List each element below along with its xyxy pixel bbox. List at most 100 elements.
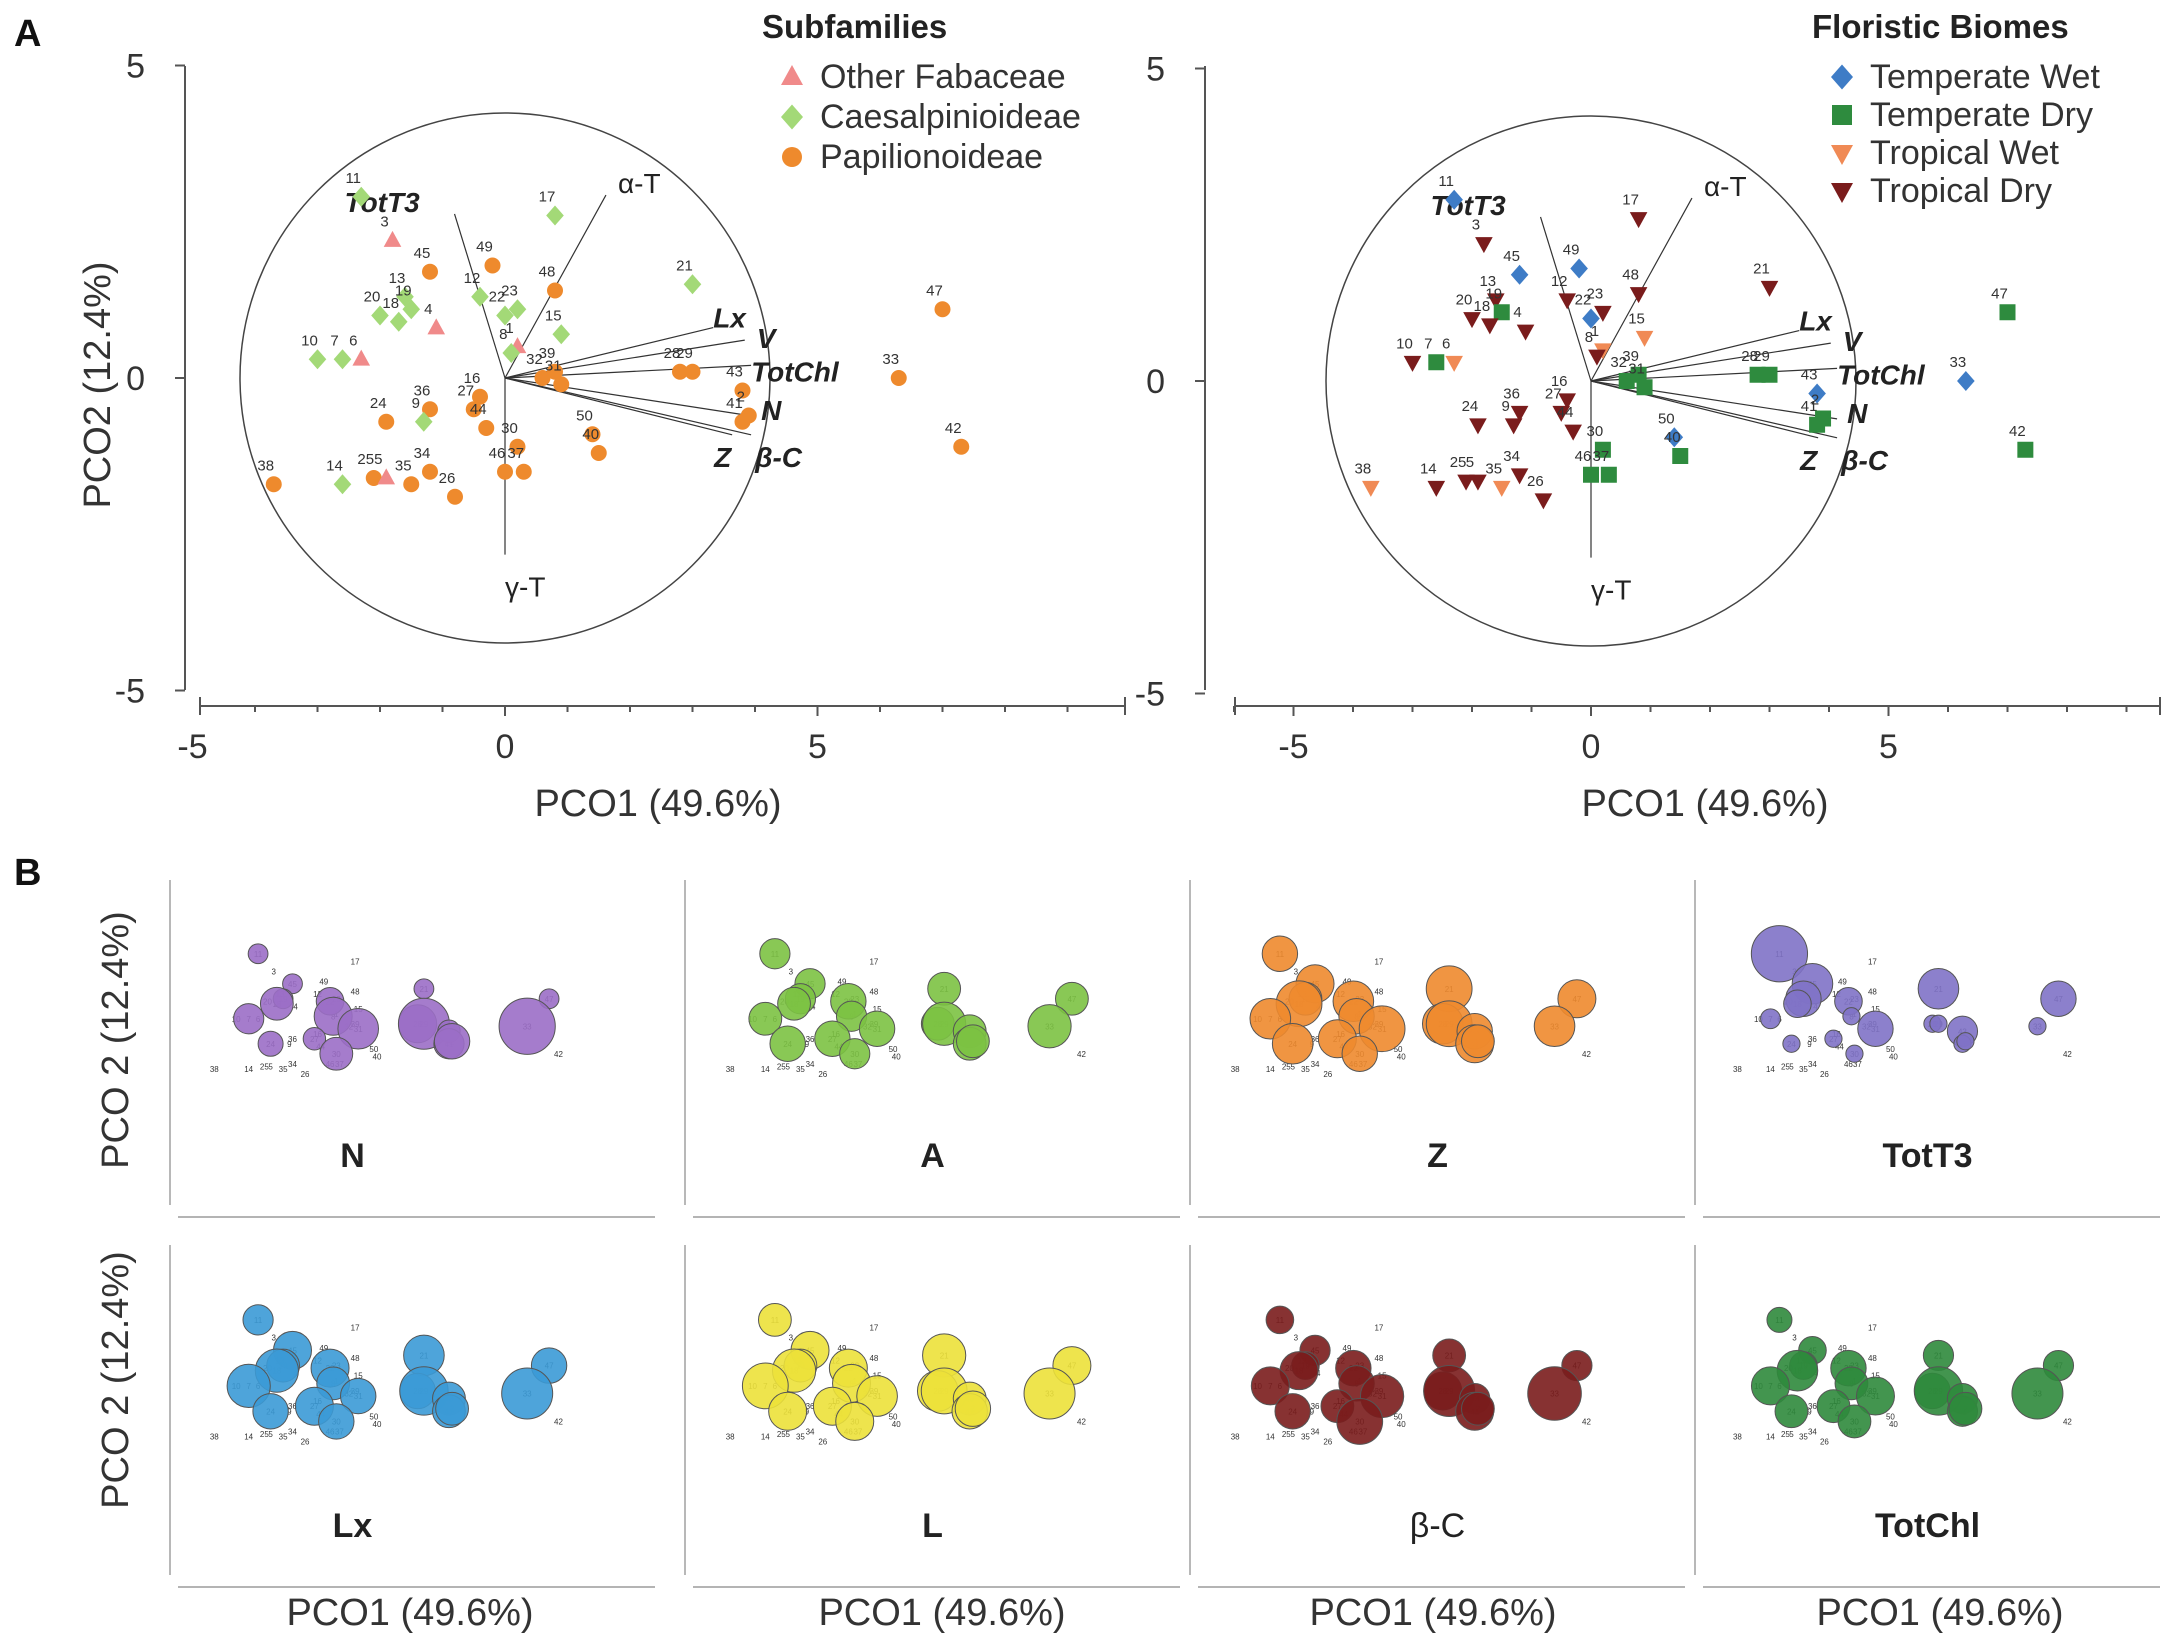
bubble bbox=[1774, 1394, 1809, 1429]
vector-label: γ-T bbox=[505, 572, 545, 603]
bubble-point-label: 35 bbox=[279, 1433, 288, 1442]
bubble bbox=[1336, 1398, 1384, 1445]
point-label: 39 bbox=[1622, 348, 1639, 365]
bubble bbox=[1527, 1366, 1582, 1421]
bubble-point-label: 36 bbox=[1808, 1035, 1817, 1044]
bubble bbox=[1750, 1366, 1790, 1406]
point-label: 21 bbox=[1753, 260, 1770, 277]
x-tick-label: 5 bbox=[808, 728, 827, 766]
x-tick-label: 0 bbox=[496, 728, 515, 766]
point-label: 11 bbox=[345, 170, 361, 187]
bubble-point-label: 38 bbox=[1231, 1065, 1240, 1074]
vector-label: Z bbox=[1799, 445, 1818, 476]
point-label: 42 bbox=[945, 420, 962, 437]
vector-line bbox=[1590, 329, 1800, 382]
bubble-point-label: 35 bbox=[1301, 1433, 1310, 1442]
panel-label-a: A bbox=[14, 13, 41, 55]
point-marker bbox=[890, 370, 907, 386]
bubble-point-label: 26 bbox=[1820, 1070, 1829, 1079]
bubble bbox=[1054, 981, 1089, 1016]
point-marker bbox=[1481, 318, 1499, 335]
bubble-point-label: 34 bbox=[1311, 1060, 1320, 1069]
bubble-point-label: 36 bbox=[1311, 1402, 1320, 1411]
bubble-point-label: 50 bbox=[1394, 1045, 1403, 1054]
point-label: 4 bbox=[424, 301, 432, 318]
point-label: 17 bbox=[539, 189, 556, 206]
bubble-point-label: 40 bbox=[892, 1052, 901, 1061]
point-label: 28 bbox=[664, 345, 681, 362]
point-label: 21 bbox=[676, 257, 693, 274]
bubble-point-label: 5 bbox=[1789, 1062, 1794, 1071]
bubble-point-label: 3 bbox=[1294, 967, 1299, 976]
bubble-point-label: 17 bbox=[351, 957, 360, 966]
correlation-circle bbox=[239, 112, 771, 644]
point-label: 27 bbox=[457, 382, 474, 399]
vector-label: TotT3 bbox=[1431, 190, 1507, 221]
bubble-plot-6: 1131745492147132019124822234181510761828… bbox=[684, 1245, 1180, 1588]
bubble-point-label: 26 bbox=[1820, 1438, 1829, 1447]
bubble-point-label: 40 bbox=[373, 1420, 382, 1429]
point-marker bbox=[553, 376, 570, 393]
bubble-plots-grid: PCO 2 (12.4%) PCO 2 (12.4%) PCO1 (49.6%)… bbox=[95, 880, 2160, 1633]
point-marker bbox=[403, 476, 420, 493]
bubble bbox=[498, 997, 556, 1055]
bubble bbox=[1782, 1034, 1801, 1053]
bubble-point-label: 3 bbox=[1792, 1334, 1797, 1343]
bubble-point-label: 34 bbox=[1808, 1060, 1817, 1069]
point-label: 49 bbox=[1563, 242, 1580, 259]
bubble-point-label: 49 bbox=[1838, 977, 1847, 986]
bubble-plot-1: 1131745492147132019124822234181510761828… bbox=[169, 880, 655, 1218]
subfamilies-xlabel: PCO1 (49.6%) bbox=[534, 783, 781, 825]
bubble bbox=[1460, 1024, 1495, 1059]
vector-label: N bbox=[761, 395, 782, 426]
bubble-point-label: 49 bbox=[838, 1344, 847, 1353]
point-label: 29 bbox=[676, 345, 693, 362]
bubble-point-label: 42 bbox=[2063, 1050, 2072, 1059]
legend-entry: Temperate Dry bbox=[1870, 96, 2093, 134]
bubble-point-label: 14 bbox=[761, 1065, 770, 1074]
bubble bbox=[1250, 1366, 1290, 1406]
bubble bbox=[1265, 1305, 1295, 1335]
point-marker bbox=[1510, 264, 1529, 285]
point-label: 48 bbox=[539, 264, 556, 281]
bubble-point-label: 38 bbox=[210, 1065, 219, 1074]
bubble-point-label: 17 bbox=[1374, 957, 1383, 966]
bubble-point-label: 48 bbox=[1374, 1354, 1383, 1363]
point-marker bbox=[497, 463, 513, 480]
bubble-point-label: 25 bbox=[777, 1062, 786, 1071]
point-marker bbox=[534, 370, 551, 386]
bubble-point-label: 17 bbox=[869, 957, 878, 966]
bubble-point-label: 9 bbox=[287, 1040, 292, 1049]
point-label: 14 bbox=[326, 457, 343, 474]
bubble-point-label: 38 bbox=[1231, 1433, 1240, 1442]
legend-marker bbox=[781, 104, 803, 130]
bubble bbox=[1460, 1391, 1495, 1426]
point-marker bbox=[1428, 354, 1445, 371]
point-label: 43 bbox=[726, 364, 743, 381]
legend-entry: Temperate Wet bbox=[1870, 58, 2100, 96]
point-label: 34 bbox=[1503, 448, 1520, 465]
bubble bbox=[501, 1367, 554, 1420]
point-label: 31 bbox=[1628, 360, 1645, 377]
bubble-point-label: 40 bbox=[1397, 1420, 1406, 1429]
bubble-point-label: 50 bbox=[1394, 1412, 1403, 1421]
bubble-point-label: 35 bbox=[1799, 1433, 1808, 1442]
bubble-point-label: 3 bbox=[1294, 1334, 1299, 1343]
point-marker bbox=[934, 301, 951, 318]
point-label: 6 bbox=[349, 332, 357, 349]
bubble-point-label: 14 bbox=[1766, 1433, 1775, 1442]
point-label: 23 bbox=[501, 282, 518, 299]
bubble bbox=[777, 986, 811, 1021]
bubble bbox=[233, 1003, 265, 1035]
point-marker bbox=[684, 363, 701, 380]
bubble-point-label: 26 bbox=[818, 1438, 827, 1447]
point-label: 7 bbox=[330, 332, 338, 349]
bubble bbox=[1929, 1014, 1948, 1033]
bubble-xlabel-col3: PCO1 (49.6%) bbox=[1309, 1592, 1556, 1633]
bubble-point-label: 38 bbox=[726, 1065, 735, 1074]
bubble-point-label: 36 bbox=[288, 1402, 297, 1411]
bubble-point-label: 9 bbox=[287, 1407, 292, 1416]
